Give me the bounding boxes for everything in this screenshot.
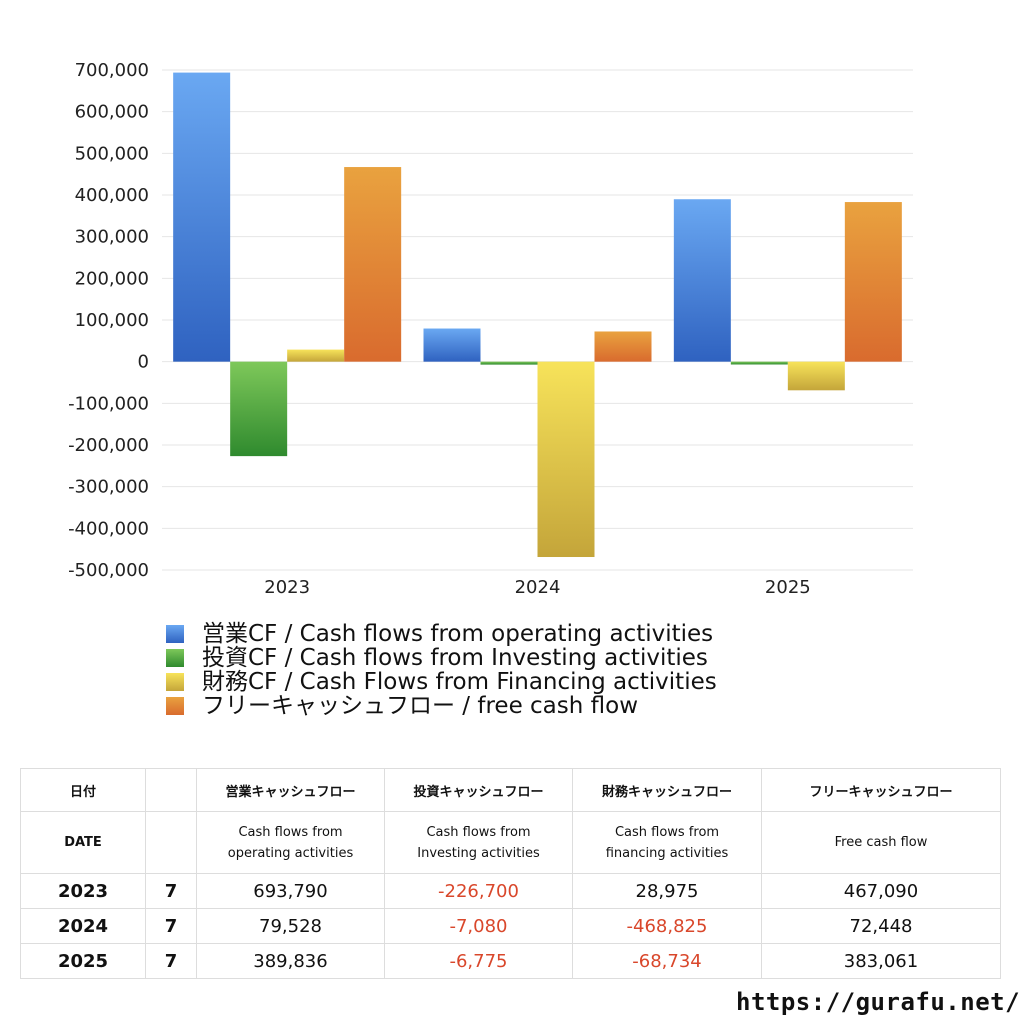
y-tick-label: -100,000 [68, 393, 149, 414]
y-tick-label: -300,000 [68, 477, 149, 498]
grid-lines [162, 69, 913, 571]
row-investing: -226,700 [384, 873, 573, 909]
row-financing: 28,975 [572, 873, 762, 909]
legend-label-investing: 投資CF / Cash flows from Investing activit… [202, 645, 708, 671]
bar-operating-2025 [673, 199, 731, 362]
legend-label-free-cash-flow: フリーキャッシュフロー / free cash flow [202, 693, 639, 719]
bar-free-cash-flow-2025 [844, 202, 902, 362]
bar-investing-2023 [230, 361, 288, 457]
row-month: 7 [145, 908, 197, 944]
y-tick-label: 100,000 [75, 310, 149, 331]
bar-financing-2024 [537, 361, 595, 558]
legend-item-operating: 営業CF / Cash flows from operating activit… [166, 622, 717, 646]
bar-free-cash-flow-2024 [594, 331, 652, 362]
y-tick-label: -200,000 [68, 435, 149, 456]
bar-investing-2025 [730, 361, 788, 365]
bar-operating-2024 [423, 328, 481, 362]
cash-flow-bar-chart: 700,000 600,000 500,000 400,000 300,000 200,0… [68, 60, 913, 598]
header-month-en [145, 811, 197, 874]
bar-financing-2023 [287, 349, 345, 362]
header-date-en: DATE [20, 811, 146, 874]
row-free-cash-flow: 467,090 [761, 873, 1001, 909]
header-financing-jp: 財務キャッシュフロー [572, 768, 762, 812]
row-financing: -468,825 [572, 908, 762, 944]
row-investing: -6,775 [384, 943, 573, 979]
legend-label-operating: 営業CF / Cash flows from operating activit… [202, 621, 714, 647]
row-year: 2024 [20, 908, 146, 944]
row-year: 2025 [20, 943, 146, 979]
table-header-row-jp: 日付 営業キャッシュフロー 投資キャッシュフロー 財務キャッシュフロー フリーキ… [20, 768, 1001, 812]
legend-swatch-free-cash-flow [166, 697, 184, 715]
bar-investing-2024 [480, 361, 538, 365]
legend-item-financing: 財務CF / Cash Flows from Financing activit… [166, 670, 717, 694]
row-month: 7 [145, 873, 197, 909]
legend-swatch-operating [166, 625, 184, 643]
header-operating-jp: 営業キャッシュフロー [196, 768, 385, 812]
legend-swatch-investing [166, 649, 184, 667]
row-investing: -7,080 [384, 908, 573, 944]
x-tick-label: 2023 [264, 577, 310, 598]
table-row: 2024 7 79,528 -7,080 -468,825 72,448 [20, 908, 1001, 944]
x-axis-ticks: 2023 2024 2025 [264, 577, 810, 598]
legend-item-free-cash-flow: フリーキャッシュフロー / free cash flow [166, 694, 717, 718]
row-year: 2023 [20, 873, 146, 909]
y-tick-label: 300,000 [75, 227, 149, 248]
table-header-row-en: DATE Cash flows from operating activitie… [20, 811, 1001, 874]
header-investing-jp: 投資キャッシュフロー [384, 768, 573, 812]
y-tick-label: 600,000 [75, 102, 149, 123]
row-operating: 389,836 [196, 943, 385, 979]
bars [173, 72, 902, 558]
bar-operating-2023 [173, 72, 231, 362]
header-free-cash-flow-en: Free cash flow [761, 811, 1001, 874]
header-investing-en: Cash flows from Investing activities [384, 811, 573, 874]
legend-swatch-financing [166, 673, 184, 691]
y-tick-label: 700,000 [75, 60, 149, 81]
header-date-jp: 日付 [20, 768, 146, 812]
y-tick-label: 200,000 [75, 268, 149, 289]
bar-financing-2025 [787, 361, 845, 391]
bar-free-cash-flow-2023 [344, 167, 402, 362]
chart-legend: 営業CF / Cash flows from operating activit… [166, 622, 717, 718]
row-free-cash-flow: 383,061 [761, 943, 1001, 979]
table-row: 2023 7 693,790 -226,700 28,975 467,090 [20, 873, 1001, 909]
cash-flow-table: 日付 営業キャッシュフロー 投資キャッシュフロー 財務キャッシュフロー フリーキ… [20, 768, 1001, 979]
header-financing-en: Cash flows from financing activities [572, 811, 762, 874]
y-tick-label: 0 [138, 352, 149, 373]
y-axis-ticks: 700,000 600,000 500,000 400,000 300,000 200,0… [68, 60, 149, 581]
header-free-cash-flow-jp: フリーキャッシュフロー [761, 768, 1001, 812]
y-tick-label: -500,000 [68, 560, 149, 581]
legend-item-investing: 投資CF / Cash flows from Investing activit… [166, 646, 717, 670]
row-month: 7 [145, 943, 197, 979]
x-tick-label: 2025 [765, 577, 811, 598]
header-month-jp [145, 768, 197, 812]
y-tick-label: -400,000 [68, 518, 149, 539]
x-tick-label: 2024 [515, 577, 561, 598]
site-url[interactable]: https://gurafu.net/ [736, 988, 1021, 1016]
row-operating: 79,528 [196, 908, 385, 944]
row-operating: 693,790 [196, 873, 385, 909]
header-operating-en: Cash flows from operating activities [196, 811, 385, 874]
y-tick-label: 400,000 [75, 185, 149, 206]
legend-label-financing: 財務CF / Cash Flows from Financing activit… [202, 669, 717, 695]
table-row: 2025 7 389,836 -6,775 -68,734 383,061 [20, 943, 1001, 979]
y-tick-label: 500,000 [75, 143, 149, 164]
row-financing: -68,734 [572, 943, 762, 979]
row-free-cash-flow: 72,448 [761, 908, 1001, 944]
